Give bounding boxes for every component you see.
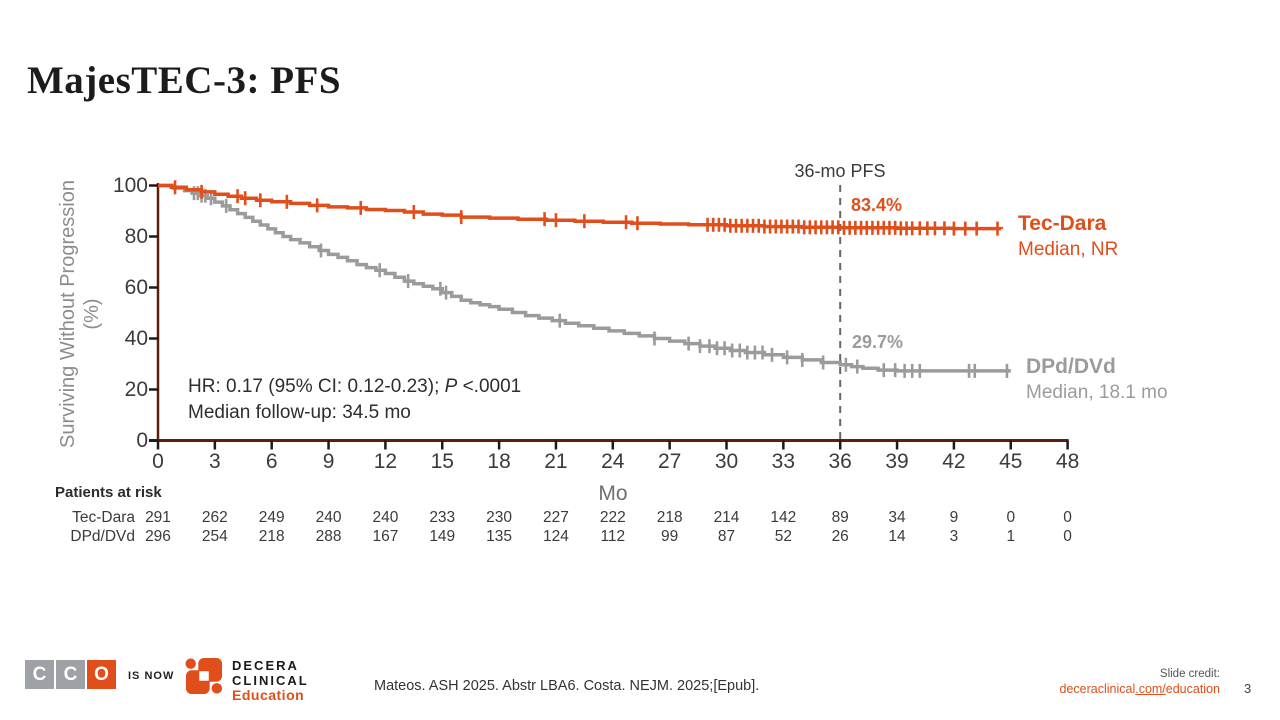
y-tick-label: 60 — [124, 275, 148, 299]
x-tick-label: 30 — [714, 450, 739, 473]
legend-tec-dara-name: Tec-Dara — [1018, 212, 1107, 235]
risk-count-tec-dara: 0 — [1006, 509, 1016, 526]
risk-count-tec-dara: 230 — [486, 509, 513, 526]
risk-count-dpd-dvd: 135 — [486, 528, 513, 545]
cco-logo: C C O — [25, 660, 116, 689]
slide-credit-link[interactable]: deceraclinical.com/education — [1059, 682, 1220, 696]
annotation-36mo-pfs: 36-mo PFS — [794, 161, 886, 181]
page-title: MajesTEC-3: PFS — [27, 59, 342, 102]
risk-count-dpd-dvd: 112 — [600, 528, 626, 545]
page-number: 3 — [1244, 681, 1252, 696]
x-tick-label: 15 — [430, 450, 454, 473]
y-tick-label: 100 — [112, 173, 148, 197]
decera-logo-icon — [185, 657, 223, 695]
x-tick-label: 3 — [209, 450, 221, 473]
citation: Mateos. ASH 2025. Abstr LBA6. Costa. NEJ… — [374, 678, 760, 694]
cco-letter-c2: C — [56, 660, 85, 689]
risk-count-dpd-dvd: 1 — [1006, 528, 1016, 545]
cco-letter-c1: C — [25, 660, 54, 689]
risk-count-dpd-dvd: 149 — [429, 528, 456, 545]
y-axis-label: Surviving Without Progression (%) — [57, 180, 103, 448]
p-value-italic: P — [444, 376, 458, 397]
risk-count-dpd-dvd: 167 — [372, 528, 399, 545]
decera-logo-text: DECERA CLINICAL Education — [232, 656, 309, 703]
x-tick-label: 48 — [1055, 450, 1080, 473]
x-tick-label: 21 — [544, 450, 568, 473]
tec-dara-36mo-value: 83.4% — [851, 195, 903, 215]
cco-letter-o: O — [87, 660, 116, 689]
hr-line: HR: 0.17 (95% CI: 0.12-0.23); P <.0001 — [188, 376, 522, 397]
y-tick-label: 40 — [124, 326, 148, 350]
x-tick-label: 0 — [152, 450, 164, 473]
risk-table-heading: Patients at risk — [55, 484, 162, 501]
is-now-label: IS NOW — [128, 670, 175, 682]
decera-logo: DECERA CLINICAL Education — [185, 656, 309, 703]
x-tick-label: 45 — [999, 450, 1023, 473]
y-tick-label: 80 — [124, 224, 148, 248]
risk-count-dpd-dvd: 0 — [1063, 528, 1072, 545]
risk-count-tec-dara: 0 — [1063, 509, 1072, 526]
x-tick-label: 33 — [771, 450, 796, 473]
x-tick-label: 6 — [265, 450, 278, 473]
legend-dpd-dvd-median: Median, 18.1 mo — [1026, 382, 1168, 403]
x-tick-label: 27 — [657, 450, 682, 473]
x-tick-label: 42 — [942, 450, 966, 473]
risk-count-dpd-dvd: 124 — [543, 528, 569, 545]
slide-credit: Slide credit: deceraclinical.com/educati… — [1059, 668, 1220, 698]
education-word: Education — [232, 687, 305, 703]
risk-count-tec-dara: 249 — [258, 509, 285, 526]
risk-count-tec-dara: 34 — [888, 509, 906, 526]
slide-credit-label: Slide credit: — [1159, 668, 1220, 680]
followup-line: Median follow-up: 34.5 mo — [188, 402, 411, 423]
risk-count-tec-dara: 227 — [543, 509, 569, 526]
risk-count-dpd-dvd: 254 — [201, 528, 228, 545]
dpd-dvd-36mo-value: 29.7% — [852, 332, 904, 352]
clinical-word: CLINICAL — [232, 673, 309, 688]
x-tick-label: 12 — [373, 450, 398, 473]
legend-dpd-dvd-name: DPd/DVd — [1026, 355, 1116, 378]
risk-count-dpd-dvd: 26 — [831, 528, 849, 545]
decera-word: DECERA — [232, 658, 299, 673]
y-tick-label: 0 — [136, 428, 148, 452]
risk-count-tec-dara: 240 — [372, 509, 399, 526]
x-tick-label: 36 — [828, 450, 852, 473]
risk-count-tec-dara: 291 — [145, 509, 171, 526]
risk-count-tec-dara: 9 — [949, 509, 959, 526]
risk-count-dpd-dvd: 14 — [888, 528, 906, 545]
risk-count-dpd-dvd: 288 — [315, 528, 342, 545]
x-tick-label: 39 — [885, 450, 909, 473]
hr-stats-block: HR: 0.17 (95% CI: 0.12-0.23); P <.0001 M… — [188, 374, 521, 426]
risk-count-tec-dara: 222 — [599, 509, 626, 526]
risk-count-tec-dara: 240 — [315, 509, 342, 526]
x-tick-label: 24 — [601, 450, 625, 473]
risk-count-dpd-dvd: 296 — [145, 528, 171, 545]
risk-row-label-tec-dara: Tec-Dara — [72, 509, 135, 526]
risk-count-tec-dara: 262 — [201, 509, 228, 526]
x-axis-title: Mo — [598, 482, 628, 505]
risk-row-label-dpd-dvd: DPd/DVd — [70, 528, 135, 545]
y-tick-label: 20 — [124, 377, 148, 401]
legend-tec-dara-median: Median, NR — [1018, 239, 1119, 260]
x-tick-label: 18 — [487, 450, 511, 473]
risk-count-dpd-dvd: 99 — [661, 528, 679, 545]
risk-count-dpd-dvd: 3 — [949, 528, 959, 545]
risk-count-tec-dara: 89 — [831, 509, 849, 526]
risk-count-tec-dara: 142 — [770, 509, 797, 526]
risk-count-tec-dara: 218 — [656, 509, 683, 526]
risk-count-dpd-dvd: 87 — [717, 528, 736, 545]
risk-count-tec-dara: 233 — [429, 509, 456, 526]
risk-count-tec-dara: 214 — [713, 509, 740, 526]
x-tick-label: 9 — [322, 450, 335, 473]
risk-count-dpd-dvd: 218 — [258, 528, 285, 545]
risk-count-dpd-dvd: 52 — [774, 528, 792, 545]
